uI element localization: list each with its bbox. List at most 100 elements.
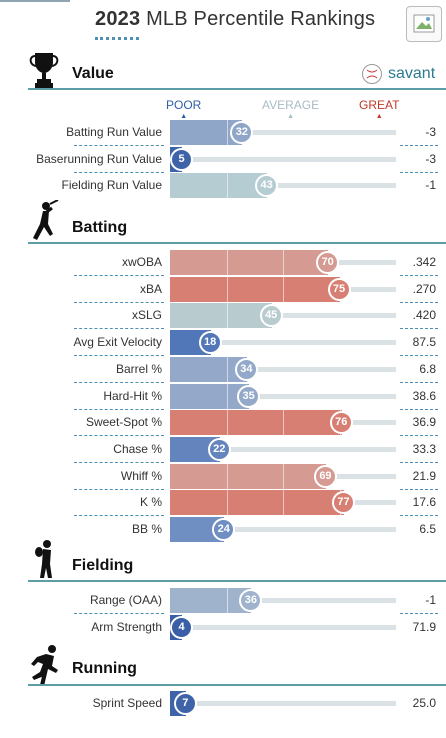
stat-row[interactable]: xwOBA 70 .342 <box>0 250 446 276</box>
row-divider <box>400 275 438 276</box>
row-divider <box>74 382 164 383</box>
image-placeholder-icon[interactable] <box>406 6 442 42</box>
percentile-track <box>170 527 396 532</box>
scale-great: GREAT ▲ <box>359 98 399 120</box>
stat-row[interactable]: Sweet-Spot % 76 36.9 <box>0 410 446 436</box>
percentile-bar <box>170 384 250 409</box>
row-divider <box>74 275 164 276</box>
baseball-icon <box>362 64 382 84</box>
stat-value: -1 <box>425 178 436 192</box>
stat-row[interactable]: Arm Strength 4 71.9 <box>0 615 446 640</box>
stat-name: xwOBA <box>121 255 162 269</box>
stat-row[interactable]: Fielding Run Value 43 -1 <box>0 173 446 198</box>
section-header-batting: Batting <box>0 199 446 246</box>
row-divider <box>74 328 164 329</box>
percentile-bar <box>170 410 342 435</box>
section-title-running: Running <box>72 660 137 677</box>
percentile-track <box>170 394 396 399</box>
bar-gridline <box>226 173 228 198</box>
stat-value: 25.0 <box>412 696 436 710</box>
percentile-track <box>170 598 396 603</box>
percentile-circle: 34 <box>234 358 258 381</box>
percentile-circle: 22 <box>207 438 231 461</box>
percentile-circle: 35 <box>237 385 261 408</box>
stat-row[interactable]: Barrel % 34 6.8 <box>0 357 446 383</box>
stat-row[interactable]: BB % 24 6.5 <box>0 517 446 542</box>
percentile-bar <box>170 120 243 145</box>
section-header-fielding: Fielding <box>0 536 446 586</box>
title-year: 2023 <box>95 8 141 30</box>
stat-row[interactable]: Batting Run Value 32 -3 <box>0 120 446 146</box>
stat-row[interactable]: Whiff % 69 21.9 <box>0 464 446 490</box>
stat-value: 38.6 <box>412 389 436 403</box>
savant-wordmark: savant <box>388 65 436 82</box>
title-underline <box>95 37 139 40</box>
percentile-circle: 4 <box>170 616 193 639</box>
percentile-bar <box>170 277 340 302</box>
percentile-track <box>170 183 396 188</box>
percentile-track <box>170 313 396 318</box>
percentile-circle: 24 <box>212 518 236 541</box>
stat-row[interactable]: xBA 75 .270 <box>0 277 446 303</box>
row-divider <box>400 409 438 410</box>
stat-value: 36.9 <box>412 415 436 429</box>
stat-name: Chase % <box>113 442 162 456</box>
stat-name: Arm Strength <box>91 620 162 634</box>
stat-name: Sprint Speed <box>92 696 162 710</box>
batter-icon <box>26 199 62 251</box>
percentile-circle: 5 <box>170 148 193 171</box>
percentile-circle: 75 <box>327 278 351 301</box>
stat-name: Fielding Run Value <box>61 178 162 192</box>
row-divider <box>400 145 438 146</box>
stat-value: 71.9 <box>412 620 436 634</box>
stat-row[interactable]: Avg Exit Velocity 18 87.5 <box>0 330 446 356</box>
percentile-circle: 76 <box>329 411 353 434</box>
stat-row[interactable]: K % 77 17.6 <box>0 490 446 516</box>
percentile-circle: 36 <box>239 589 263 612</box>
stat-row[interactable]: Sprint Speed 7 25.0 <box>0 691 446 716</box>
stat-name: Sweet-Spot % <box>85 415 162 429</box>
stat-name: Whiff % <box>120 469 162 483</box>
percentile-bar <box>170 588 252 613</box>
row-divider <box>400 328 438 329</box>
stat-row[interactable]: Range (OAA) 36 -1 <box>0 588 446 614</box>
stat-name: BB % <box>131 522 162 536</box>
section-title-batting: Batting <box>72 219 128 236</box>
stat-name: xBA <box>139 282 162 296</box>
row-divider <box>74 355 164 356</box>
savant-logo[interactable]: savant <box>362 64 442 86</box>
stat-value: 21.9 <box>412 469 436 483</box>
percentile-bar <box>170 250 329 275</box>
scale-poor-label: POOR <box>166 98 202 112</box>
percentile-circle: 43 <box>255 174 279 197</box>
stat-row[interactable]: Chase % 22 33.3 <box>0 437 446 463</box>
percentile-track <box>170 157 396 162</box>
percentile-track <box>170 701 396 706</box>
stat-row[interactable]: xSLG 45 .420 <box>0 303 446 329</box>
row-divider <box>74 435 164 436</box>
stat-row[interactable]: Hard-Hit % 35 38.6 <box>0 384 446 410</box>
bar-gridline <box>226 588 228 613</box>
section-rule-fielding <box>28 580 446 582</box>
fielder-icon <box>26 538 62 589</box>
scale-average: AVERAGE ▲ <box>262 98 319 120</box>
scale-great-label: GREAT <box>359 98 400 112</box>
bar-gridline <box>283 250 284 275</box>
stat-value: -3 <box>425 152 436 166</box>
row-divider <box>74 515 164 516</box>
bar-gridline <box>226 410 228 435</box>
trophy-icon <box>26 50 62 95</box>
poor-marker-icon: ▲ <box>180 113 188 120</box>
section-title-value: Value <box>72 65 114 82</box>
section-rule-value <box>28 88 446 90</box>
bar-gridline <box>283 464 284 489</box>
section-header-running: Running <box>0 642 446 690</box>
stat-row[interactable]: Baserunning Run Value 5 -3 <box>0 147 446 173</box>
stat-name: xSLG <box>131 308 162 322</box>
page-title-block: 2023 MLB Percentile Rankings <box>95 8 375 40</box>
stat-value: -1 <box>425 593 436 607</box>
bar-gridline <box>283 277 284 302</box>
stat-value: 6.5 <box>419 522 436 536</box>
stat-value: -3 <box>425 125 436 139</box>
bar-gridline <box>226 250 228 275</box>
